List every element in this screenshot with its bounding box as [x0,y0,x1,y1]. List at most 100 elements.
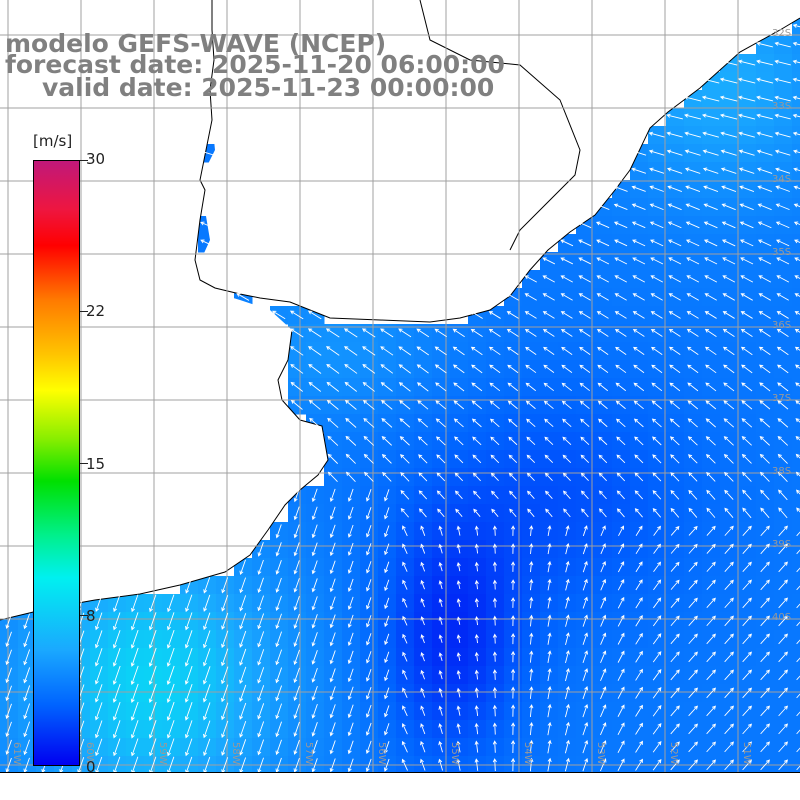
wind-arrow [615,364,627,374]
wind-arrow [402,705,408,717]
wind-arrow [542,275,555,283]
wind-arrow [420,740,426,753]
wind-arrow [685,221,700,229]
wind-arrow [649,185,664,192]
wind-arrow [617,614,625,627]
wind-arrow [706,543,716,554]
wind-speed-cell [792,738,800,757]
wind-arrow [545,508,553,518]
wind-arrow [452,364,465,374]
wind-arrow [344,364,358,374]
wind-speed-cell [792,252,800,271]
wind-arrow [491,508,499,517]
wind-arrow [203,577,211,594]
wind-arrow [471,364,483,374]
wind-arrow [795,471,800,477]
wind-arrow [614,275,628,283]
wind-arrow [508,418,518,428]
wind-arrow [492,561,497,572]
wind-arrow [311,650,318,665]
wind-speed-cell [792,396,800,415]
wind-arrow [239,739,247,756]
wind-speed-cell [792,306,800,325]
wind-arrow [794,293,800,297]
wind-arrow [600,668,607,682]
wind-arrow [402,579,408,590]
wind-arrow [293,613,300,629]
wind-arrow [739,239,754,247]
wind-arrow [202,666,211,685]
wind-arrow [417,436,428,446]
wind-arrow [759,382,771,392]
wind-arrow [796,729,800,735]
wind-arrow [221,757,229,772]
wind-arrow [456,634,461,643]
wind-arrow [418,508,427,518]
wind-arrow [795,382,800,387]
wind-arrow [684,113,702,120]
wind-arrow [635,597,643,609]
wind-arrow [434,346,447,356]
wind-arrow [454,472,464,482]
wind-arrow [684,167,701,174]
wind-arrow [384,687,390,700]
wind-arrow [508,454,518,464]
wind-arrow [706,723,717,735]
wind-arrow [792,5,800,10]
wind-arrow [347,722,354,737]
wind-arrow [758,311,771,319]
wind-arrow [723,364,735,374]
wind-arrow [706,669,716,681]
latitude-label: 39S [772,539,792,550]
wind-arrow [420,525,426,536]
wind-arrow [524,328,537,337]
wind-speed-cell [792,558,800,577]
wind-arrow [758,293,771,301]
wind-arrow [456,723,461,735]
wind-arrow [200,221,214,229]
wind-arrow [688,472,698,482]
wind-arrow [456,525,461,536]
wind-arrow [722,257,736,265]
wind-arrow [776,328,789,337]
wind-arrow [474,598,479,608]
wind-arrow [112,665,121,685]
wind-arrow [401,722,408,735]
wind-arrow [474,669,479,680]
wind-arrow [706,597,716,609]
wind-arrow [688,687,698,699]
wind-arrow [400,472,410,482]
wind-arrow [687,436,698,446]
wind-arrow [547,560,552,573]
wind-arrow [510,668,516,681]
wind-arrow [526,454,536,464]
wind-arrow [615,418,626,428]
wind-arrow [473,508,481,517]
wind-arrow [578,311,591,319]
wind-arrow [380,346,394,356]
wind-arrow [131,738,139,757]
wind-arrow [651,346,663,356]
wind-arrow [719,95,738,102]
wind-arrow [596,257,610,265]
wind-arrow [275,560,282,575]
wind-arrow [723,436,734,446]
wind-arrow [721,185,737,192]
wind-arrow [598,490,607,500]
wind-arrow [329,596,336,611]
wind-speed-cell [792,666,800,685]
wind-arrow [547,757,552,772]
wind-arrow [275,542,282,557]
wind-arrow [202,648,211,667]
wind-arrow [775,203,790,211]
wind-arrow [416,328,430,338]
wind-arrow [257,685,265,702]
wind-arrow [777,435,789,446]
wind-arrow [547,632,552,645]
wind-arrow [239,613,247,630]
wind-arrow [670,633,680,645]
wind-arrow [795,418,800,423]
wind-arrow [347,506,354,520]
wind-arrow [565,632,570,645]
wind-arrow [474,740,479,753]
